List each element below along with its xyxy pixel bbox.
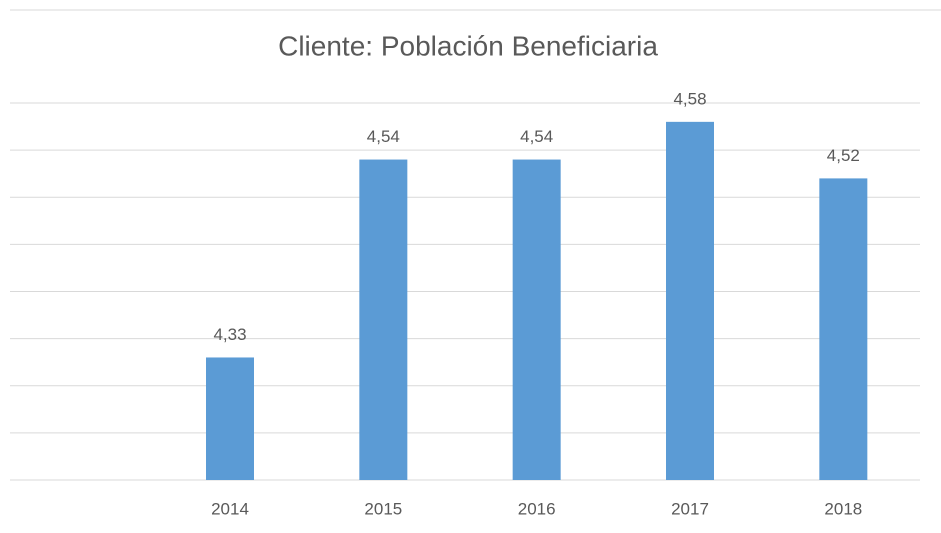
x-tick-label: 2015 — [364, 499, 402, 518]
x-tick-label: 2018 — [824, 499, 862, 518]
x-tick-label: 2014 — [211, 499, 249, 518]
data-label: 4,54 — [367, 127, 400, 146]
x-tick-label: 2017 — [671, 499, 709, 518]
data-label: 4,33 — [213, 325, 246, 344]
bar — [206, 357, 254, 480]
bar — [819, 178, 868, 480]
bar — [359, 159, 408, 481]
data-label: 4,54 — [520, 127, 553, 146]
data-label: 4,52 — [827, 146, 860, 165]
bar — [512, 159, 561, 481]
bar — [666, 121, 714, 480]
data-label: 4,58 — [673, 89, 706, 108]
chart-title: Cliente: Población Beneficiaria — [278, 30, 658, 61]
x-tick-label: 2016 — [518, 499, 556, 518]
